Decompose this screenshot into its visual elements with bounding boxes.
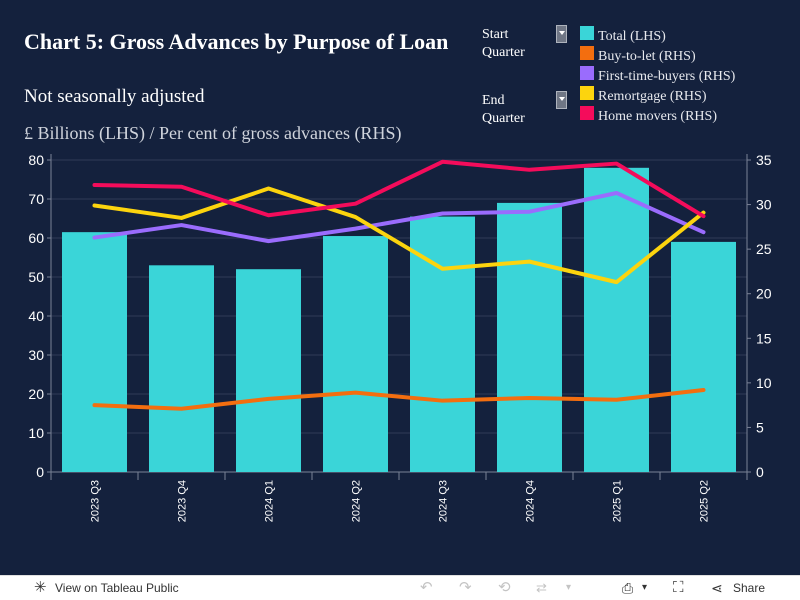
end-quarter-label: End Quarter bbox=[482, 92, 525, 128]
refresh-dropdown-icon[interactable]: ▾ bbox=[566, 582, 572, 593]
right-tick-label: 25 bbox=[756, 241, 772, 257]
legend-swatch-buy-to-let bbox=[580, 46, 594, 60]
chart-subtitle: Not seasonally adjusted bbox=[24, 86, 205, 107]
left-tick-label: 50 bbox=[28, 269, 44, 285]
legend-item-buy-to-let[interactable]: Buy-to-let (RHS) bbox=[580, 46, 760, 66]
right-tick-label: 10 bbox=[756, 375, 772, 391]
category-label: 2023 Q3 bbox=[90, 480, 102, 522]
right-tick-label: 20 bbox=[756, 286, 772, 302]
tableau-icon[interactable]: ✳ bbox=[34, 579, 47, 596]
download-icon[interactable]: ⎙ bbox=[622, 580, 634, 596]
download-dropdown-icon[interactable]: ▾ bbox=[642, 582, 648, 593]
redo-icon[interactable]: ↷ bbox=[459, 579, 472, 596]
category-label: 2024 Q1 bbox=[264, 480, 276, 522]
legend-label-total: Total (LHS) bbox=[598, 29, 666, 44]
category-label: 2024 Q3 bbox=[438, 480, 450, 522]
start-label-line1: Start bbox=[482, 27, 509, 42]
bar-total bbox=[236, 269, 301, 472]
bar-total bbox=[584, 167, 649, 473]
right-tick-label: 15 bbox=[756, 330, 772, 346]
end-label-line1: End bbox=[482, 93, 505, 108]
category-label: 2024 Q2 bbox=[351, 480, 363, 522]
legend-swatch-total bbox=[580, 26, 594, 40]
left-tick-label: 10 bbox=[28, 425, 44, 441]
revert-icon[interactable]: ⟲ bbox=[498, 579, 511, 596]
start-quarter-label: Start Quarter bbox=[482, 26, 525, 62]
share-button[interactable]: Share bbox=[733, 581, 766, 595]
chart-plot: 0 10 20 30 40 50 60 70 80 0 5 10 15 20 25 30 35 2023 Q3 20… bbox=[28, 152, 772, 522]
bar-total bbox=[323, 236, 388, 472]
right-tick-label: 35 bbox=[756, 152, 772, 168]
start-label-line2: Quarter bbox=[482, 45, 525, 60]
legend-item-first-time-buyers[interactable]: First-time-buyers (RHS) bbox=[580, 66, 760, 86]
legend-label-remortgage: Remortgage (RHS) bbox=[598, 89, 707, 104]
right-tick-label: 5 bbox=[756, 419, 764, 435]
line-remortgage bbox=[92, 186, 706, 285]
end-quarter-dropdown[interactable] bbox=[556, 91, 567, 109]
bar-total bbox=[62, 232, 127, 472]
category-label: 2025 Q1 bbox=[612, 480, 624, 522]
left-tick-label: 20 bbox=[28, 386, 44, 402]
legend-label-buy-to-let: Buy-to-let (RHS) bbox=[598, 49, 696, 64]
view-on-tableau-public-link[interactable]: View on Tableau Public bbox=[55, 581, 179, 595]
legend-swatch-remortgage bbox=[580, 86, 594, 100]
category-label: 2023 Q4 bbox=[177, 480, 189, 522]
legend-label-first-time-buyers: First-time-buyers (RHS) bbox=[598, 69, 736, 84]
share-icon[interactable]: ⋖ bbox=[711, 580, 723, 596]
start-quarter-dropdown[interactable] bbox=[556, 25, 567, 43]
left-tick-label: 60 bbox=[28, 230, 44, 246]
line-home-movers bbox=[92, 159, 706, 219]
units-label: £ Billions (LHS) / Per cent of gross adv… bbox=[24, 123, 402, 143]
legend-swatch-home-movers bbox=[580, 106, 594, 120]
line-first-time-buyers bbox=[92, 190, 706, 244]
left-tick-label: 80 bbox=[28, 152, 44, 168]
chart-title: Chart 5: Gross Advances by Purpose of Lo… bbox=[24, 29, 449, 54]
fullscreen-icon[interactable]: ⛶ bbox=[673, 579, 684, 596]
legend-swatch-first-time-buyers bbox=[580, 66, 594, 80]
refresh-icon[interactable]: ⇄ bbox=[536, 580, 547, 595]
right-tick-label: 0 bbox=[756, 464, 764, 480]
bar-total bbox=[410, 216, 475, 472]
legend: Total (LHS) Buy-to-let (RHS) First-time-… bbox=[580, 26, 760, 123]
bar-total bbox=[497, 202, 562, 472]
undo-icon[interactable]: ↶ bbox=[420, 579, 433, 596]
category-label: 2024 Q4 bbox=[525, 480, 537, 522]
legend-item-home-movers[interactable]: Home movers (RHS) bbox=[580, 106, 760, 123]
tableau-viz: Chart 5: Gross Advances by Purpose of Lo… bbox=[24, 25, 772, 523]
end-label-line2: Quarter bbox=[482, 111, 525, 126]
line-buy-to-let bbox=[92, 387, 706, 411]
category-label: 2025 Q2 bbox=[699, 480, 711, 522]
left-tick-label: 70 bbox=[28, 191, 44, 207]
left-tick-label: 30 bbox=[28, 347, 44, 363]
tableau-toolbar: ✳ View on Tableau Public ↶ ↷ ⟲ ⇄ ▾ ⎙ ▾ ⛶… bbox=[0, 575, 800, 600]
legend-item-total[interactable]: Total (LHS) bbox=[580, 26, 760, 46]
legend-label-home-movers: Home movers (RHS) bbox=[598, 109, 717, 123]
left-tick-label: 0 bbox=[36, 464, 44, 480]
left-tick-label: 40 bbox=[28, 308, 44, 324]
bar-total bbox=[149, 265, 214, 472]
right-tick-label: 30 bbox=[756, 197, 772, 213]
legend-item-remortgage[interactable]: Remortgage (RHS) bbox=[580, 86, 760, 106]
bar-total bbox=[671, 241, 736, 472]
